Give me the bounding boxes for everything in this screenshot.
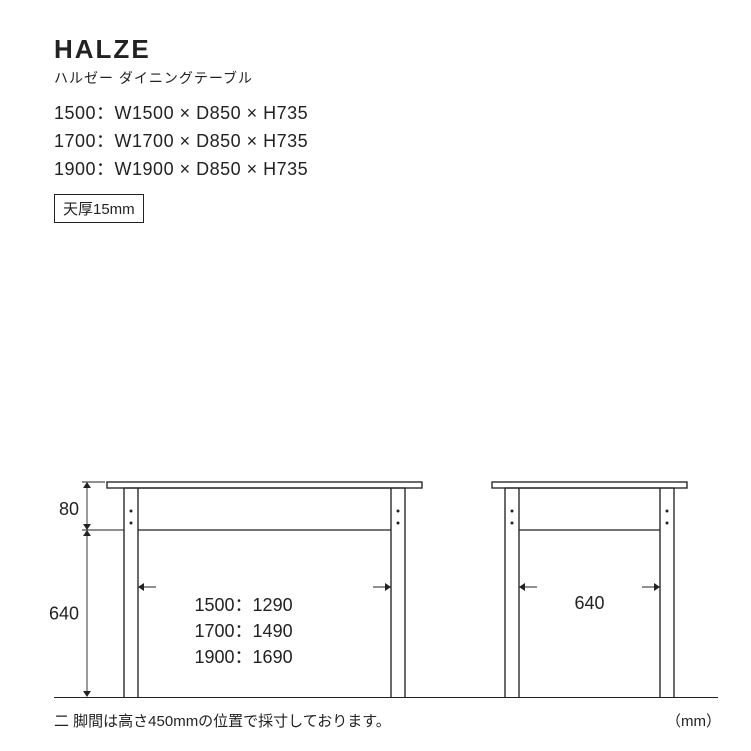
svg-text:1700：1490: 1700：1490 [195,621,293,641]
product-subtitle: ハルゼー ダイニングテーブル [54,68,253,88]
svg-text:80: 80 [59,499,79,519]
svg-text:1500：1290: 1500：1290 [195,595,293,615]
unit-label: （mm） [666,710,721,731]
dimension-figure: 80 640 1500：1290 1700：1490 1900：1690 640 [0,462,751,697]
spec-line: 1900：W1900 × D850 × H735 [54,156,308,184]
thickness-box: 天厚15mm [54,194,144,223]
ground-line [54,697,718,698]
svg-text:640: 640 [49,604,79,624]
spec-line: 1500：W1500 × D850 × H735 [54,100,308,128]
svg-text:640: 640 [574,593,604,613]
spec-line: 1700：W1700 × D850 × H735 [54,128,308,156]
spec-block: 1500：W1500 × D850 × H735 1700：W1700 × D8… [54,100,308,184]
product-title: HALZE [54,34,253,65]
svg-text:1900：1690: 1900：1690 [195,647,293,667]
footnote: 二 脚間は高さ450mmの位置で採寸しております。 [54,710,391,731]
